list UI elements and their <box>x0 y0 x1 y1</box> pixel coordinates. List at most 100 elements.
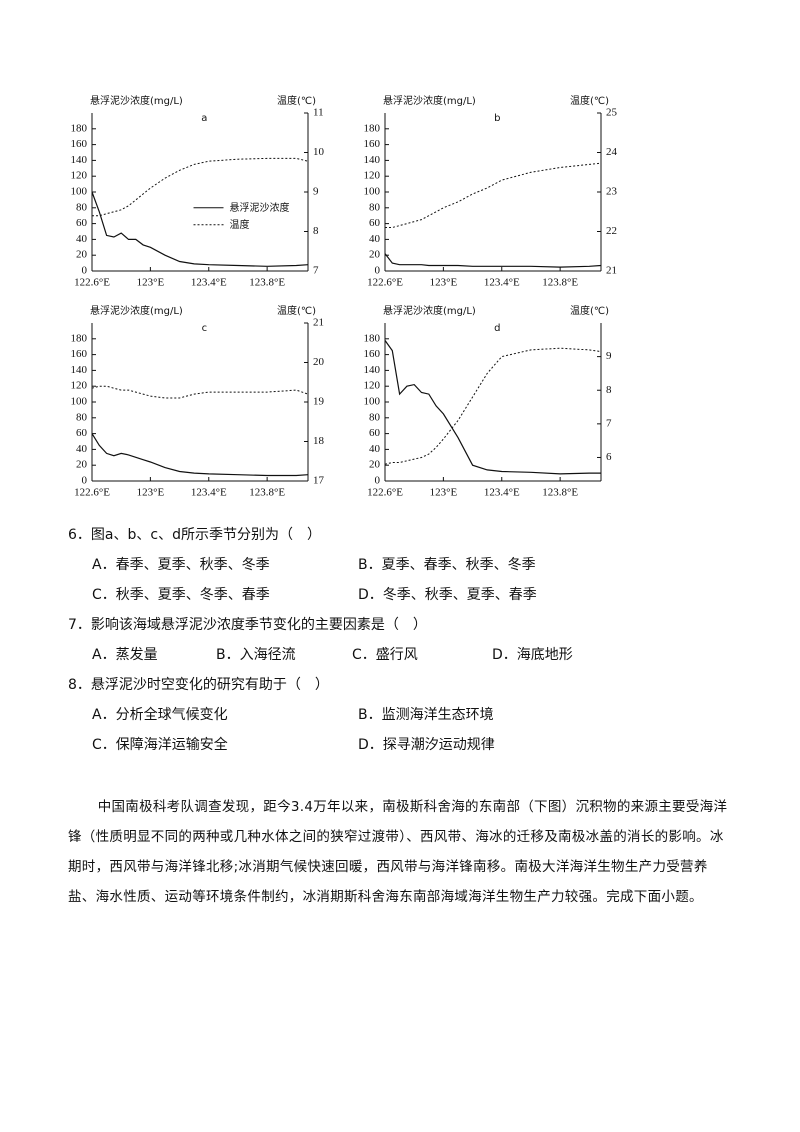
y-axis-label: 悬浮泥沙浓度(mg/L) <box>90 94 183 107</box>
y-tick-label: 40 <box>76 233 88 245</box>
question: 6．图a、b、c、d所示季节分别为（ ） A．春季、夏季、秋季、冬季 B．夏季、… <box>68 520 624 610</box>
x-tick-label: 123.4°E <box>191 487 227 499</box>
x-tick-label: 123.8°E <box>542 487 578 499</box>
series-line <box>384 347 602 465</box>
y-tick-label: 120 <box>71 170 88 182</box>
option: A．蒸发量 <box>92 647 158 663</box>
question: 7．影响该海域悬浮泥沙浓度季节变化的主要因素是（ ） A．蒸发量 B．入海径流 … <box>68 610 632 670</box>
y-tick-label: 40 <box>76 443 88 455</box>
x-tick-label: 123.8°E <box>249 277 285 289</box>
question-stem: 8．悬浮泥沙时空变化的研究有助于（ ） <box>68 677 329 693</box>
y2-tick-label: 22 <box>606 225 617 237</box>
y2-axis-label: 温度(℃) <box>570 94 609 107</box>
panel-label: b <box>494 113 500 124</box>
y-tick-label: 0 <box>375 265 381 277</box>
y-tick-label: 20 <box>76 459 88 471</box>
panel-label: c <box>202 323 208 334</box>
options: A．春季、夏季、秋季、冬季 B．夏季、春季、秋季、冬季 C．秋季、夏季、冬季、春… <box>68 550 624 610</box>
option: C．盛行风 <box>352 647 418 663</box>
y-tick-label: 160 <box>364 348 381 360</box>
y2-tick-label: 21 <box>606 265 617 277</box>
x-tick-label: 122.6°E <box>367 487 403 499</box>
legend-label: 悬浮泥沙浓度 <box>230 201 290 214</box>
y-tick-label: 80 <box>76 201 88 213</box>
y-tick-label: 180 <box>71 332 88 344</box>
y2-tick-label: 23 <box>606 186 618 198</box>
paragraph: 中国南极科考队调查发现，距今3.4万年以来，南极斯科舍海的东南部（下图）沉积物的… <box>68 799 728 905</box>
y2-tick-label: 20 <box>313 356 325 368</box>
y-tick-label: 140 <box>71 364 88 376</box>
y2-tick-label: 9 <box>606 350 612 362</box>
x-tick-label: 123°E <box>137 277 165 289</box>
y-tick-label: 140 <box>364 364 381 376</box>
x-tick-label: 123°E <box>430 277 458 289</box>
y-axis-label: 悬浮泥沙浓度(mg/L) <box>90 304 183 317</box>
y2-tick-label: 17 <box>313 475 325 487</box>
y-tick-label: 160 <box>364 138 381 150</box>
y-axis-label: 悬浮泥沙浓度(mg/L) <box>383 304 476 317</box>
series-line <box>91 433 309 477</box>
y-tick-label: 120 <box>364 170 381 182</box>
x-tick-label: 123.8°E <box>249 487 285 499</box>
series-line <box>384 253 602 268</box>
y-tick-label: 180 <box>364 122 381 134</box>
y-tick-label: 60 <box>369 427 381 439</box>
y-tick-label: 40 <box>369 233 381 245</box>
y2-axis-label: 温度(℃) <box>277 304 316 317</box>
y-tick-label: 20 <box>369 249 381 261</box>
y2-tick-label: 7 <box>606 417 612 429</box>
y2-tick-label: 25 <box>606 107 618 119</box>
y2-tick-label: 11 <box>313 107 324 119</box>
y-tick-label: 100 <box>71 396 88 408</box>
charts: 悬浮泥沙浓度(mg/L) 温度(℃)a0204060801001201401601… <box>71 94 618 499</box>
y2-tick-label: 21 <box>313 317 324 329</box>
y-axis-label: 悬浮泥沙浓度(mg/L) <box>383 94 476 107</box>
x-tick-label: 122.6°E <box>74 487 110 499</box>
y2-tick-label: 8 <box>313 225 319 237</box>
x-tick-label: 122.6°E <box>74 277 110 289</box>
y2-axis-label: 温度(℃) <box>570 304 609 317</box>
y2-axis-label: 温度(℃) <box>277 94 316 107</box>
y-tick-label: 100 <box>71 186 88 198</box>
series-line <box>384 340 601 475</box>
question: 8．悬浮泥沙时空变化的研究有助于（ ） A．分析全球气候变化 B．监测海洋生态环… <box>68 670 624 760</box>
y-tick-label: 160 <box>71 138 88 150</box>
y-tick-label: 80 <box>76 411 88 423</box>
option: D．冬季、秋季、夏季、春季 <box>358 587 537 603</box>
x-tick-label: 123°E <box>430 487 458 499</box>
y-tick-label: 0 <box>375 475 381 487</box>
y2-tick-label: 6 <box>606 451 612 463</box>
y2-tick-label: 19 <box>313 396 325 408</box>
x-tick-label: 123.4°E <box>484 277 520 289</box>
y-tick-label: 80 <box>369 411 381 423</box>
question-stem: 7．影响该海域悬浮泥沙浓度季节变化的主要因素是（ ） <box>68 617 427 633</box>
x-tick-label: 123.4°E <box>191 277 227 289</box>
series-line <box>385 162 602 228</box>
y-tick-label: 60 <box>76 217 88 229</box>
y-tick-label: 140 <box>71 154 88 166</box>
option: B．夏季、春季、秋季、冬季 <box>358 557 536 573</box>
y-tick-label: 160 <box>71 348 88 360</box>
panel-label: d <box>494 323 500 334</box>
options: A．蒸发量 B．入海径流 C．盛行风 D．海底地形 <box>68 640 632 670</box>
option: C．保障海洋运输安全 <box>92 737 228 753</box>
legend-label: 温度 <box>230 218 250 231</box>
option: D．海底地形 <box>492 647 573 663</box>
question-stem: 6．图a、b、c、d所示季节分别为（ ） <box>68 527 321 543</box>
x-tick-label: 123.4°E <box>484 487 520 499</box>
y-tick-label: 20 <box>369 459 381 471</box>
y2-tick-label: 8 <box>606 384 612 396</box>
y2-tick-label: 7 <box>313 265 319 277</box>
y-tick-label: 0 <box>82 475 88 487</box>
option: B．监测海洋生态环境 <box>358 707 494 723</box>
series-line <box>91 385 309 399</box>
option: B．入海径流 <box>216 647 296 663</box>
options: A．分析全球气候变化 B．监测海洋生态环境 C．保障海洋运输安全 D．探寻潮汐运… <box>68 700 624 760</box>
option: A．春季、夏季、秋季、冬季 <box>92 557 270 573</box>
y-tick-label: 0 <box>82 265 88 277</box>
y-tick-label: 60 <box>76 427 88 439</box>
series-line <box>91 191 309 267</box>
y-tick-label: 40 <box>369 443 381 455</box>
y-tick-label: 120 <box>71 380 88 392</box>
x-tick-label: 122.6°E <box>367 277 403 289</box>
